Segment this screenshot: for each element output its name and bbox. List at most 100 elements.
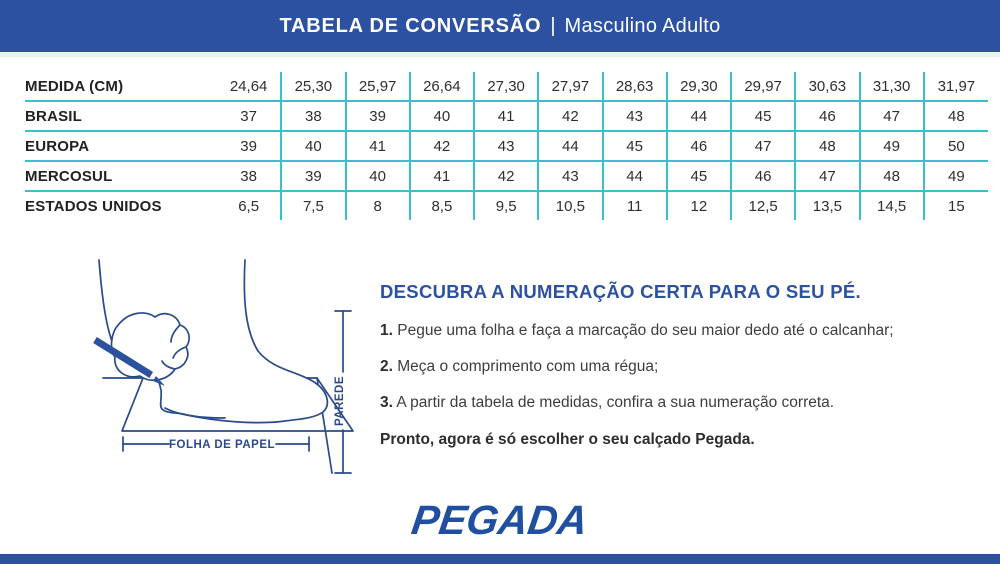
- size-cell: 48: [858, 161, 924, 192]
- size-cell: 45: [729, 101, 796, 132]
- size-cell: 42: [537, 101, 603, 132]
- size-cell: 29,30: [665, 72, 731, 102]
- size-cell: 38: [217, 161, 282, 192]
- size-cell: 10,5: [537, 191, 603, 220]
- size-cell: 44: [665, 101, 731, 132]
- sole-line: [164, 407, 226, 419]
- logo-container: PEGADA: [0, 497, 1000, 544]
- size-cell: 43: [601, 101, 667, 132]
- size-cell: 40: [408, 101, 474, 132]
- table-row: ESTADOS UNIDOS 6,5 7,5 8 8,5 9,5 10,5 11 12 12,5 1…: [25, 191, 988, 220]
- size-cell: 14,5: [858, 191, 924, 220]
- size-cell: 42: [408, 131, 474, 162]
- size-cell: 38: [280, 101, 346, 132]
- size-cell: 27,30: [472, 72, 539, 102]
- size-cell: 43: [537, 161, 603, 192]
- size-cell: 31,97: [922, 72, 988, 102]
- instruction-step: 1. Pegue uma folha e faça a marcação do …: [380, 323, 970, 339]
- instructions-heading: DESCUBRA A NUMERAÇÃO CERTA PARA O SEU PÉ…: [380, 281, 861, 302]
- table-row: EUROPA 39 40 41 42 43 44 45 46 47 48 49 50: [25, 131, 988, 162]
- size-cell: 41: [344, 131, 410, 162]
- table-row: MERCOSUL 38 39 40 41 42 43 44 45 46 47 48 49: [25, 161, 988, 192]
- size-cell: 12: [665, 191, 731, 220]
- size-cell: 6,5: [238, 197, 260, 215]
- title-separator: |: [550, 14, 556, 37]
- size-cell: 50: [922, 131, 988, 162]
- size-cell: 15: [922, 191, 988, 220]
- size-cell: 46: [794, 101, 860, 132]
- size-cell: 29,97: [729, 72, 796, 102]
- instruction-step: 3. A partir da tabela de medidas, confir…: [380, 395, 970, 411]
- paper-dimension-line: [122, 436, 310, 452]
- wall-dimension-line: [334, 310, 352, 474]
- instruction-step-number: 2.: [380, 358, 393, 375]
- instruction-step-text: Meça o comprimento com uma régua;: [392, 358, 659, 375]
- header-bar: TABELA DE CONVERSÃO | Masculino Adulto: [0, 0, 1000, 52]
- size-cell: 8,5: [408, 191, 474, 220]
- row-label: MEDIDA (CM): [25, 72, 217, 102]
- size-cell: 49: [922, 161, 988, 192]
- size-cell: 12,5: [729, 191, 796, 220]
- page-subtitle: Masculino Adulto: [564, 14, 721, 37]
- wall-label: PAREDE: [334, 376, 346, 426]
- instruction-step-text: A partir da tabela de medidas, confira a…: [392, 394, 835, 411]
- size-cell: 28,63: [601, 72, 667, 102]
- size-cell: 48: [922, 101, 988, 132]
- row-label: BRASIL: [25, 101, 217, 132]
- size-cell: 9,5: [472, 191, 539, 220]
- pegada-logo: PEGADA: [409, 497, 592, 543]
- conversion-table: MEDIDA (CM) 24,64 25,30 25,97 26,64 27,30 27,9…: [25, 72, 988, 220]
- size-cell: 11: [601, 191, 667, 220]
- size-cell: 30,63: [794, 72, 860, 102]
- pen-icon: [93, 337, 165, 386]
- size-cell: 31,30: [858, 72, 924, 102]
- instruction-step-number: 3.: [380, 394, 393, 411]
- size-cell: 43: [472, 131, 539, 162]
- row-label: MERCOSUL: [25, 161, 217, 192]
- instruction-step-text: Pegue uma folha e faça a marcação do seu…: [392, 322, 894, 339]
- size-cell: 37: [217, 101, 282, 132]
- instructions-section: DESCUBRA A NUMERAÇÃO CERTA PARA O SEU PÉ…: [380, 281, 970, 449]
- size-cell: 8: [344, 191, 410, 220]
- foot-measuring-illustration: FOLHA DE PAPEL PAREDE: [93, 259, 354, 474]
- size-cell: 41: [408, 161, 474, 192]
- size-cell: 47: [858, 101, 924, 132]
- instruction-step-number: 1.: [380, 322, 393, 339]
- header-divider: [0, 52, 1000, 57]
- table-row: BRASIL 37 38 39 40 41 42 43 44 45 46 47 48: [25, 101, 988, 132]
- size-cell: 24,64: [217, 72, 282, 102]
- instructions-closing: Pronto, agora é só escolher o seu calçad…: [380, 431, 755, 448]
- size-cell: 7,5: [280, 191, 346, 220]
- footer-bar: [0, 554, 1000, 564]
- size-cell: 40: [280, 131, 346, 162]
- size-cell: 49: [858, 131, 924, 162]
- size-cell: 45: [601, 131, 667, 162]
- size-cell: 39: [217, 131, 282, 162]
- size-table-body: MEDIDA (CM) 24,64 25,30 25,97 26,64 27,30 27,9…: [25, 72, 988, 220]
- size-cell: 26,64: [408, 72, 474, 102]
- size-cell: 45: [665, 161, 731, 192]
- row-label: EUROPA: [25, 131, 217, 162]
- paper-label: FOLHA DE PAPEL: [169, 439, 275, 451]
- size-cell: 25,97: [344, 72, 410, 102]
- finger-lines: [161, 324, 187, 370]
- size-cell: 13,5: [794, 191, 860, 220]
- size-cell: 44: [537, 131, 603, 162]
- size-cell: 39: [344, 101, 410, 132]
- instruction-list: 1. Pegue uma folha e faça a marcação do …: [380, 323, 970, 411]
- size-cell: 40: [344, 161, 410, 192]
- page-title: TABELA DE CONVERSÃO: [279, 14, 542, 37]
- size-cell: 25,30: [280, 72, 346, 102]
- row-label: ESTADOS UNIDOS: [25, 197, 162, 215]
- size-cell: 27,97: [537, 72, 603, 102]
- table-row: MEDIDA (CM) 24,64 25,30 25,97 26,64 27,30 27,9…: [25, 72, 988, 102]
- size-cell: 42: [472, 161, 539, 192]
- size-cell: 46: [729, 161, 796, 192]
- size-cell: 47: [794, 161, 860, 192]
- size-cell: 48: [794, 131, 860, 162]
- size-cell: 39: [280, 161, 346, 192]
- size-cell: 47: [729, 131, 796, 162]
- instruction-step: 2. Meça o comprimento com uma régua;: [380, 359, 970, 375]
- size-cell: 41: [472, 101, 539, 132]
- size-cell: 44: [601, 161, 667, 192]
